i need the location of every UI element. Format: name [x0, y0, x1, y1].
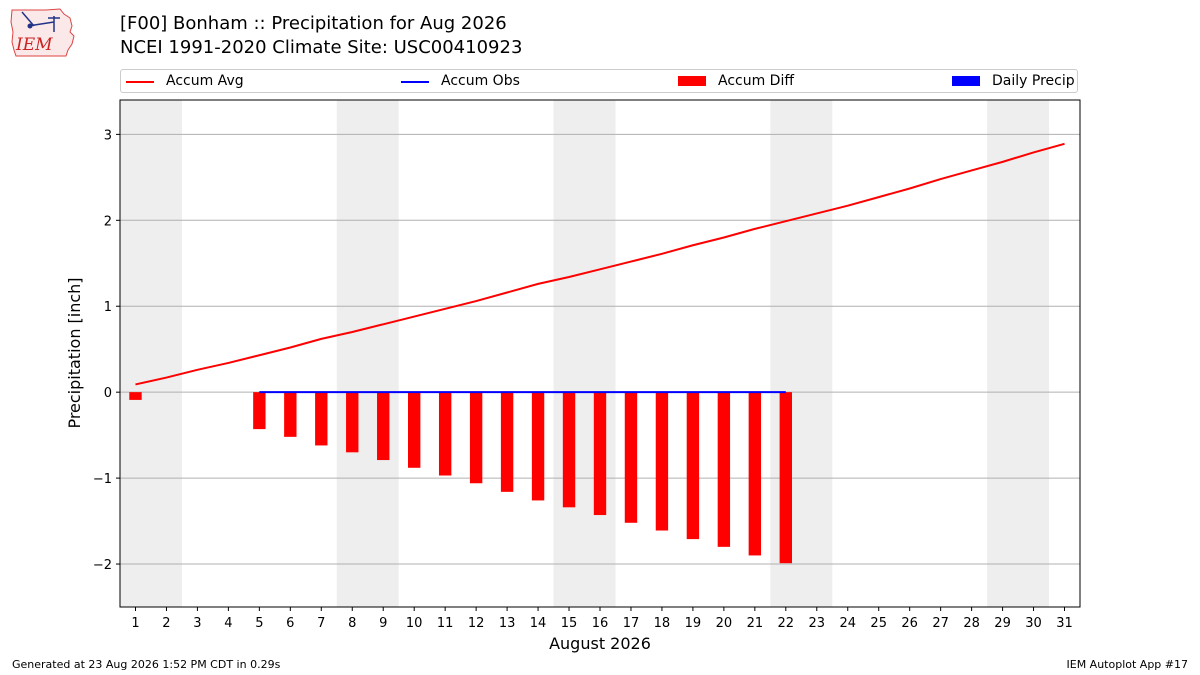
x-tick-label: 19 — [685, 616, 702, 631]
x-tick-label: 31 — [1056, 616, 1073, 631]
bar-accum-diff — [717, 392, 731, 547]
weekend-band — [336, 100, 399, 607]
weekend-band — [120, 100, 182, 607]
x-tick-label: 18 — [654, 616, 671, 631]
footer-generated: Generated at 23 Aug 2026 1:52 PM CDT in … — [12, 658, 281, 671]
legend-swatch — [678, 76, 706, 86]
y-tick-label: 0 — [104, 386, 112, 401]
y-axis-ticks: −2 −1 0 1 2 3 — [93, 128, 120, 573]
legend-label: Accum Avg — [166, 73, 244, 89]
x-tick-label: 6 — [286, 616, 294, 631]
x-tick-label: 13 — [499, 616, 516, 631]
x-tick-label: 22 — [778, 616, 795, 631]
bar-accum-diff — [593, 392, 607, 516]
bar-accum-diff — [408, 392, 421, 468]
bar-accum-diff — [748, 392, 762, 556]
x-tick-label: 7 — [317, 616, 325, 631]
bar-accum-diff — [655, 392, 669, 531]
bar-accum-diff — [129, 392, 142, 400]
x-tick-label: 30 — [1025, 616, 1042, 631]
x-tick-label: 26 — [901, 616, 918, 631]
x-tick-label: 17 — [623, 616, 640, 631]
x-tick-label: 12 — [468, 616, 485, 631]
x-tick-label: 10 — [406, 616, 423, 631]
bar-accum-diff — [377, 392, 390, 461]
series-lines — [135, 142, 1065, 394]
weekend-shading — [120, 100, 1050, 607]
legend-swatch — [952, 76, 980, 86]
x-tick-label: 29 — [994, 616, 1011, 631]
bar-accum-diff — [469, 392, 483, 484]
y-tick-label: −1 — [93, 472, 112, 487]
accum-diff-bars — [129, 392, 792, 564]
y-tick-label: −2 — [93, 558, 112, 573]
x-tick-label: 21 — [747, 616, 764, 631]
x-tick-label: 9 — [379, 616, 387, 631]
legend-swatch — [401, 81, 429, 83]
x-tick-label: 25 — [870, 616, 887, 631]
logo-text: IEM — [15, 35, 53, 55]
chart-title: [F00] Bonham :: Precipitation for Aug 20… — [120, 13, 507, 34]
footer-app: IEM Autoplot App #17 — [1066, 658, 1189, 671]
x-tick-label: 11 — [437, 616, 454, 631]
bar-accum-diff — [315, 392, 328, 446]
x-axis-label: August 2026 — [549, 634, 651, 653]
bar-accum-diff — [686, 392, 700, 540]
legend-swatch — [126, 81, 154, 83]
y-axis-label: Precipitation [inch] — [65, 277, 84, 428]
weekend-band — [553, 100, 616, 607]
x-tick-label: 5 — [255, 616, 263, 631]
x-tick-label: 20 — [716, 616, 733, 631]
x-tick-label: 4 — [224, 616, 232, 631]
x-tick-label: 14 — [530, 616, 547, 631]
x-tick-label: 8 — [348, 616, 356, 631]
weekend-band — [987, 100, 1050, 607]
bar-accum-diff — [253, 392, 266, 430]
y-tick-label: 3 — [104, 128, 112, 143]
iem-logo-icon: IEM — [10, 8, 75, 57]
x-tick-label: 24 — [839, 616, 856, 631]
bar-accum-diff — [562, 392, 576, 508]
bar-accum-diff — [500, 392, 514, 492]
x-tick-label: 3 — [193, 616, 201, 631]
bar-accum-diff — [438, 392, 452, 476]
x-axis-ticks: 1 2 3 4 5 6 7 8 9 10 11 12 13 14 15 16 17 18 19 20 21 22 23 24 2… — [131, 607, 1073, 631]
legend-label: Accum Obs — [441, 73, 520, 89]
legend-label: Accum Diff — [718, 73, 795, 89]
legend-label: Daily Precip — [992, 73, 1075, 89]
bar-accum-diff — [346, 392, 359, 453]
bar-accum-diff — [624, 392, 638, 523]
bar-accum-diff — [284, 392, 297, 437]
chart-subtitle: NCEI 1991-2020 Climate Site: USC00410923 — [120, 37, 523, 58]
bar-accum-diff — [531, 392, 545, 501]
line-accum-avg — [135, 142, 1065, 386]
x-tick-label: 23 — [809, 616, 826, 631]
x-tick-label: 1 — [131, 616, 139, 631]
x-tick-label: 2 — [162, 616, 170, 631]
x-tick-label: 27 — [932, 616, 949, 631]
x-tick-label: 16 — [592, 616, 609, 631]
x-tick-label: 28 — [963, 616, 980, 631]
y-tick-label: 1 — [104, 300, 112, 315]
bar-accum-diff — [779, 392, 792, 564]
legend: Accum Avg Accum Obs Accum Diff Daily Pre… — [120, 69, 1078, 93]
y-tick-label: 2 — [104, 214, 112, 229]
x-tick-label: 15 — [561, 616, 578, 631]
